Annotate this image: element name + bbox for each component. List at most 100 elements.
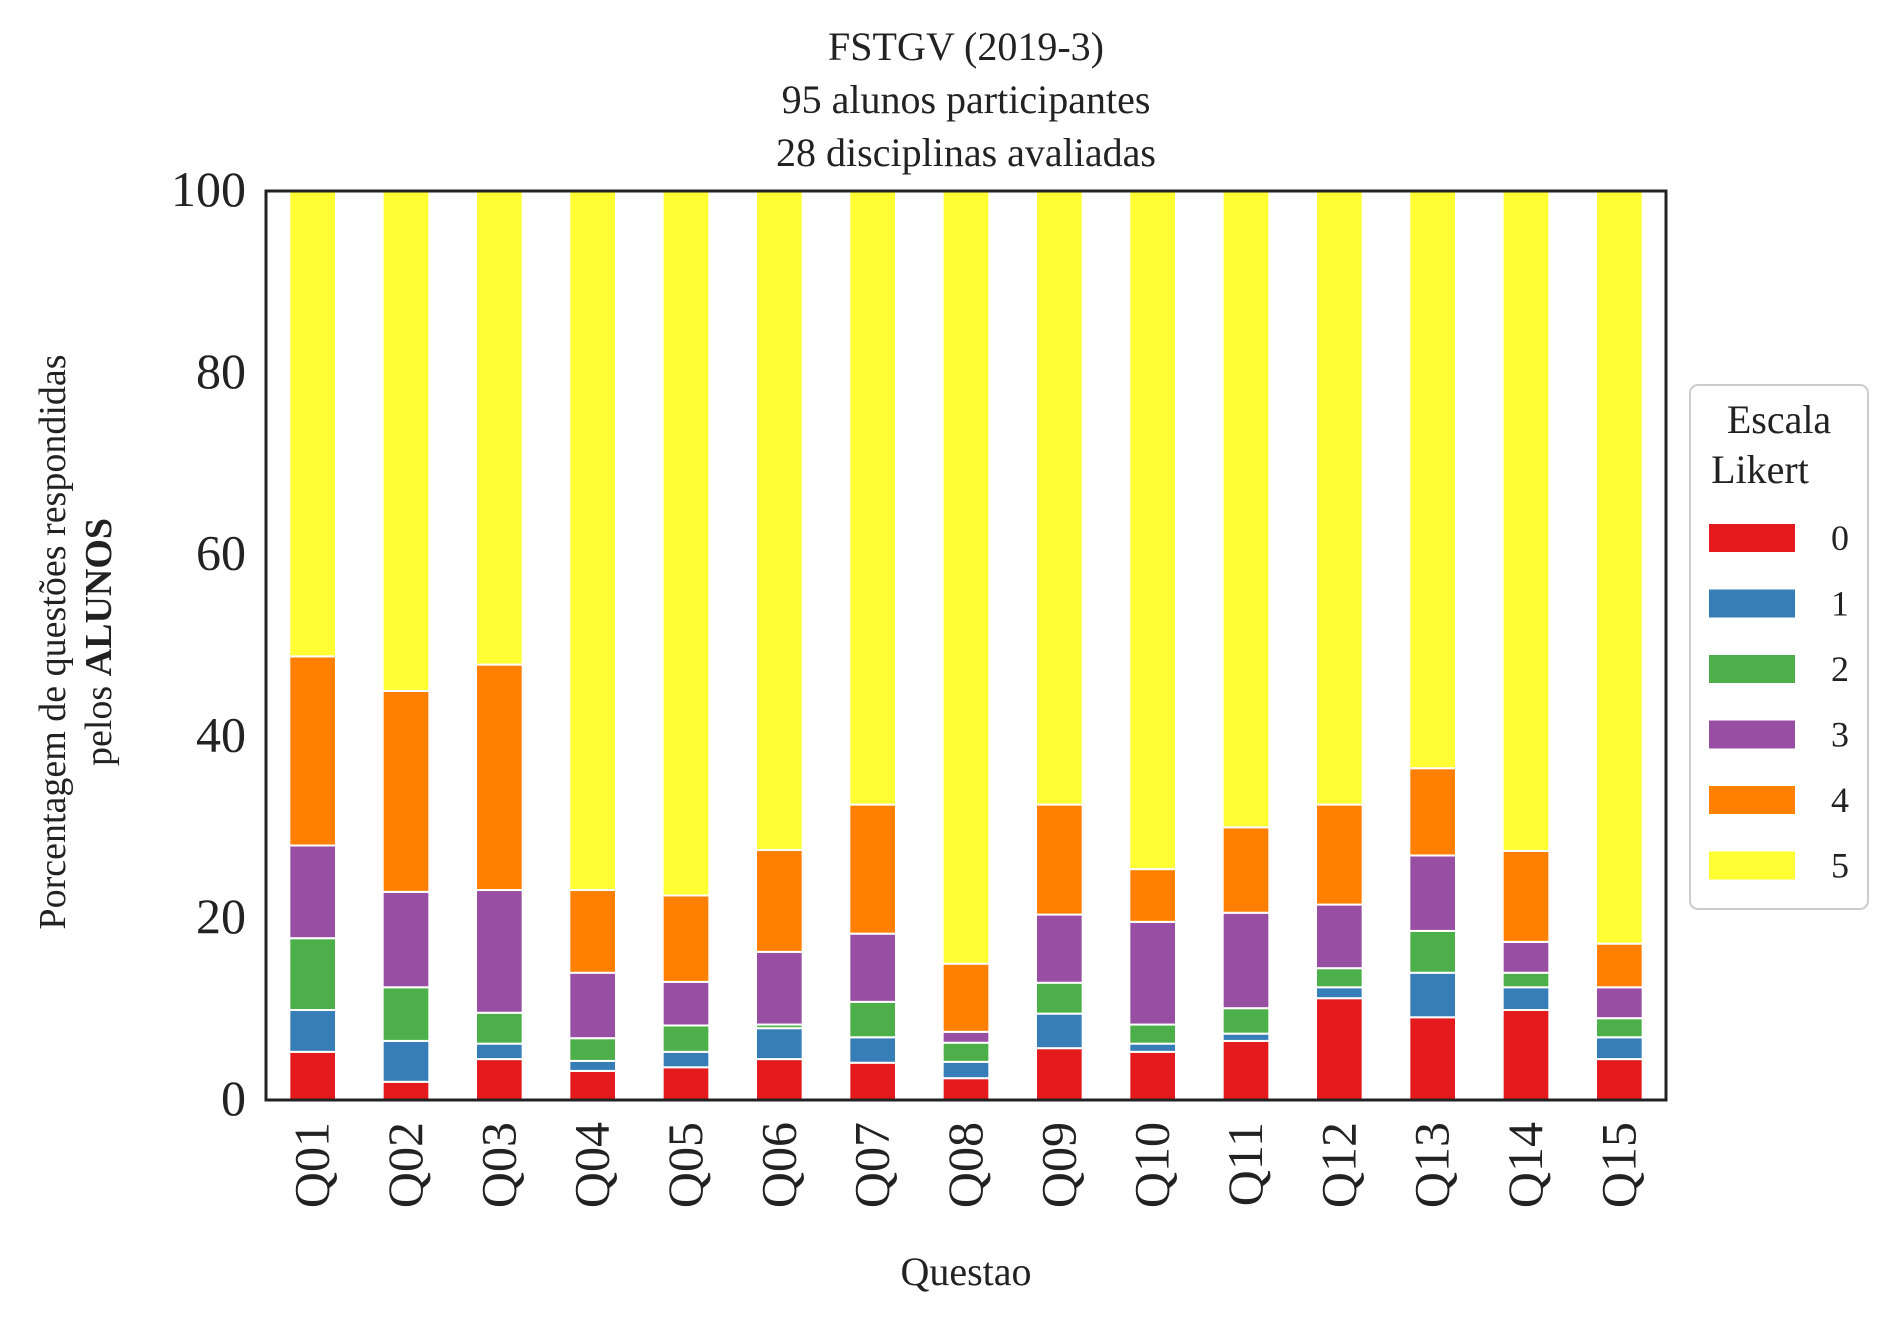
bar-segment (941, 1041, 991, 1063)
x-tick-label: Q07 (844, 1122, 900, 1208)
bar-segment (1595, 1058, 1644, 1101)
x-tick-label: Q03 (470, 1122, 526, 1208)
bar-segment (1315, 967, 1364, 989)
bar-segment (755, 1058, 804, 1101)
bar-segment (755, 1027, 804, 1061)
bar-stack-Q14 (1501, 190, 1551, 1101)
bar-segment (661, 1024, 711, 1053)
x-tick-label: Q13 (1404, 1122, 1460, 1208)
bar-stack-Q05 (661, 190, 711, 1101)
bar-stack-Q11 (1221, 190, 1271, 1102)
y-tick-label: 100 (171, 161, 246, 217)
bar-stack-Q07 (848, 190, 897, 1101)
bar-segment (1315, 997, 1364, 1102)
bar-stack-Q03 (475, 190, 524, 1101)
bar-segment (568, 190, 617, 892)
bar-segment (1408, 1016, 1458, 1102)
bar-segment (1221, 1007, 1271, 1035)
bar-segment (941, 190, 991, 965)
bar-segment (1595, 1017, 1644, 1039)
legend-title-line-2: Likert (1711, 447, 1809, 492)
bar-segment (1221, 1032, 1271, 1042)
bar-stack-Q13 (1408, 190, 1458, 1102)
bar-segment (1128, 1042, 1178, 1053)
bar-segment (755, 849, 804, 953)
bar-segment (1408, 929, 1458, 974)
y-axis-label: Porcentagem de questões respondidas pelo… (32, 354, 120, 929)
bar-segment (661, 1066, 711, 1101)
bar-segment (661, 894, 711, 983)
plot-frame (264, 189, 1668, 1102)
bar-segment (848, 932, 897, 1003)
bar-segment (1501, 190, 1551, 852)
bar-segment (1595, 1036, 1644, 1061)
legend-label: 4 (1831, 780, 1849, 820)
y-axis-label-bold: ALUNOS (78, 518, 120, 676)
bar-segment (941, 1060, 991, 1080)
bar-segment (381, 190, 431, 692)
y-axis-label-line-1: Porcentagem de questões respondidas (32, 354, 74, 929)
chart-title-line-3: 28 disciplinas avaliadas (776, 130, 1156, 175)
x-tick-label: Q11 (1217, 1122, 1273, 1206)
bar-segment (848, 803, 897, 935)
bar-segment (568, 889, 617, 974)
bar-segment (568, 971, 617, 1040)
bar-segment (1408, 854, 1458, 932)
bar-segment (941, 962, 991, 1033)
bar-segment (381, 689, 431, 893)
bar-segment (475, 1011, 524, 1045)
legend-swatch (1709, 655, 1795, 683)
bar-segment (1128, 1050, 1178, 1101)
x-tick-label: Q08 (937, 1122, 993, 1208)
bar-stack-Q04 (568, 190, 617, 1101)
bar-segment (1221, 826, 1271, 914)
y-tick-label: 40 (196, 706, 246, 762)
bar-segment (1595, 986, 1644, 1020)
bar-segment (1128, 1023, 1178, 1045)
bar-segment (381, 986, 431, 1042)
bar-segment (1501, 1009, 1551, 1101)
bar-segment (288, 655, 338, 847)
legend: Escala Likert 0 1 2 3 4 5 (1689, 384, 1869, 910)
bar-segment (848, 1000, 897, 1039)
bar-stack-Q02 (381, 190, 431, 1101)
x-tick-label: Q01 (284, 1122, 340, 1208)
bar-segment (475, 663, 524, 892)
bar-segment (1501, 940, 1551, 974)
bar-segment (381, 890, 431, 989)
x-tick-label: Q06 (750, 1122, 806, 1208)
x-tick-label: Q09 (1030, 1122, 1086, 1208)
bar-segment (1221, 190, 1271, 829)
bar-segment (475, 1042, 524, 1061)
y-tick-label: 20 (196, 888, 246, 944)
bar-segment (475, 1058, 524, 1101)
x-tick-label: Q15 (1590, 1122, 1646, 1208)
bar-segment (1221, 1039, 1271, 1102)
bar-segment (755, 950, 804, 1026)
bar-segment (1315, 190, 1364, 806)
bar-segment (1221, 911, 1271, 1010)
legend-swatch (1709, 720, 1795, 749)
bar-segment (1501, 986, 1551, 1012)
bar-segment (475, 190, 524, 666)
bar-segment (941, 1077, 991, 1101)
legend-label: 0 (1831, 518, 1849, 558)
x-tick-label: Q02 (377, 1122, 433, 1208)
chart-title-line-2: 95 alunos participantes (782, 77, 1151, 122)
legend-label: 1 (1831, 584, 1849, 624)
bar-segment (1595, 190, 1644, 945)
x-axis-ticks: Q01 Q02 Q03 Q04 Q05 Q06 Q07 Q08 Q09 Q10 Q11 Q12 Q13 Q… (284, 1122, 1647, 1208)
bar-stack-Q01 (288, 190, 338, 1101)
bar-segment (848, 1061, 897, 1101)
bar-segment (941, 1030, 991, 1044)
legend-swatch (1709, 851, 1795, 880)
bar-segment (1035, 190, 1084, 806)
bar-stack-Q08 (941, 190, 991, 1101)
bar-segment (1315, 986, 1364, 1000)
legend-swatch (1709, 589, 1795, 618)
x-tick-label: Q14 (1497, 1122, 1553, 1208)
bar-segment (1035, 1012, 1084, 1050)
x-tick-label: Q05 (657, 1122, 713, 1208)
legend-label: 2 (1831, 649, 1849, 689)
y-tick-label: 80 (196, 343, 246, 399)
